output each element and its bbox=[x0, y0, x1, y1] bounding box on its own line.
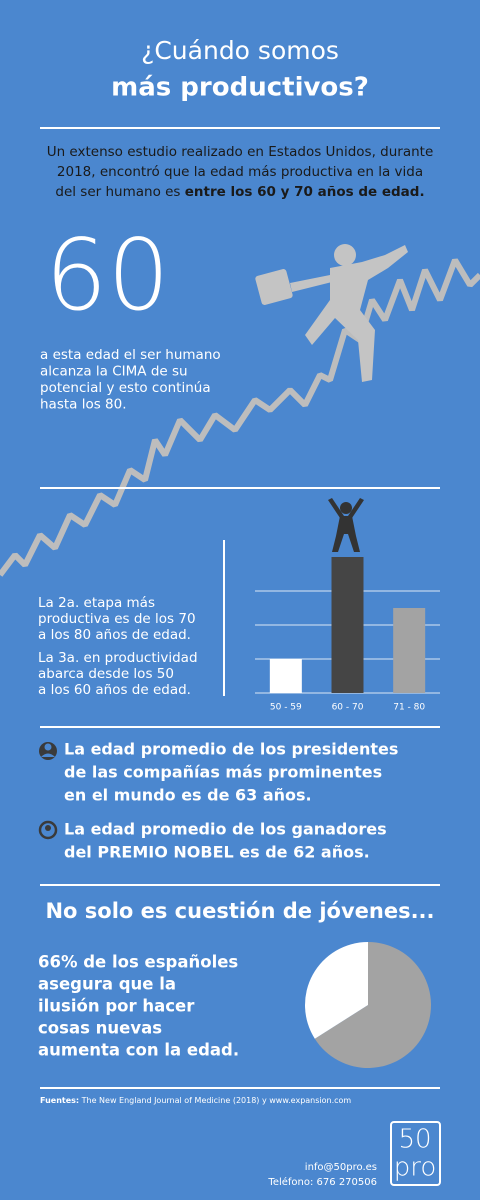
intro-text: 2018, encontró que la edad más productiv… bbox=[57, 164, 423, 180]
youth-line: ilusión por hacer bbox=[38, 997, 195, 1016]
pie-slice bbox=[314, 942, 431, 1068]
bar bbox=[331, 557, 364, 693]
sources-text: The New England Journal of Medicine (201… bbox=[79, 1096, 351, 1105]
pie-slice bbox=[304, 942, 368, 1039]
intro-line: 2018, encontró que la edad más productiv… bbox=[57, 164, 423, 180]
title: ¿Cuándo somos bbox=[141, 36, 339, 65]
facts: La edad promedio de los presidentes de la… bbox=[64, 740, 398, 862]
logo-bottom: pro bbox=[394, 1153, 437, 1183]
big-number: 60 bbox=[45, 219, 170, 333]
intro-line: del ser humano es entre los 60 y 70 años… bbox=[55, 184, 424, 200]
stage-line: a los 60 años de edad. bbox=[38, 682, 191, 698]
youth-line: cosas nuevas bbox=[38, 1019, 162, 1038]
stage-line: La 3a. en productividad bbox=[38, 650, 198, 666]
fact-line: de las compañías más prominentes bbox=[64, 763, 382, 782]
logo-box bbox=[390, 1121, 441, 1186]
businessman bbox=[255, 244, 408, 382]
stage-line: La 2a. etapa más bbox=[38, 595, 155, 611]
bar bbox=[393, 608, 426, 693]
winner-figure bbox=[328, 498, 364, 552]
intro-text: Un extenso estudio realizado en Estados … bbox=[47, 144, 434, 160]
fact-line: en el mundo es de 63 años. bbox=[64, 786, 312, 805]
x-tick-label: 50 - 59 bbox=[270, 703, 302, 713]
pie-chart bbox=[304, 942, 431, 1068]
fact-line: La edad promedio de los presidentes bbox=[64, 740, 398, 759]
climb-line bbox=[0, 258, 480, 577]
intro-bold: entre los 60 y 70 años de edad. bbox=[185, 184, 425, 200]
stage-line: productiva es de los 70 bbox=[38, 611, 196, 627]
fact-line: La edad promedio de los ganadores bbox=[64, 820, 387, 839]
president-icon bbox=[39, 742, 57, 760]
stage-line: a los 80 años de edad. bbox=[38, 627, 191, 643]
bar-chart: 50 - 59 60 - 70 71 - 80 bbox=[255, 557, 440, 713]
section-heading: No solo es cuestión de jóvenes... bbox=[45, 899, 434, 923]
intro: Un extenso estudio realizado en Estados … bbox=[47, 144, 434, 200]
peak-line: alcanza la CIMA de su bbox=[40, 364, 188, 380]
fact-line: del PREMIO NOBEL es de 62 años. bbox=[64, 843, 370, 862]
x-tick-label: 71 - 80 bbox=[393, 703, 425, 713]
stage-line: abarca desde los 50 bbox=[38, 666, 174, 682]
bar bbox=[269, 659, 302, 693]
intro-text: del ser humano es bbox=[55, 184, 184, 200]
x-tick-label: 60 - 70 bbox=[332, 703, 364, 713]
peak-line: a esta edad el ser humano bbox=[40, 347, 221, 363]
youth-text: 66% de los españoles asegura que la ilusió… bbox=[38, 953, 239, 1060]
sources-label: Fuentes: bbox=[40, 1096, 79, 1105]
youth-line: aumenta con la edad. bbox=[38, 1041, 239, 1060]
logo-top: 50 bbox=[398, 1125, 431, 1155]
youth-line: 66% de los españoles bbox=[38, 953, 238, 972]
title: más productivos? bbox=[111, 73, 369, 103]
intro-line: Un extenso estudio realizado en Estados … bbox=[47, 144, 434, 160]
nobel-icon bbox=[38, 820, 58, 840]
peak-line: potencial y esto continúa bbox=[40, 380, 211, 396]
youth-line: asegura que la bbox=[38, 975, 176, 994]
peak-line: hasta los 80. bbox=[40, 397, 127, 413]
email: info@50pro.es bbox=[305, 1162, 377, 1173]
phone: Teléfono: 676 270506 bbox=[267, 1176, 377, 1188]
sources: Fuentes: The New England Journal of Medi… bbox=[40, 1096, 351, 1105]
